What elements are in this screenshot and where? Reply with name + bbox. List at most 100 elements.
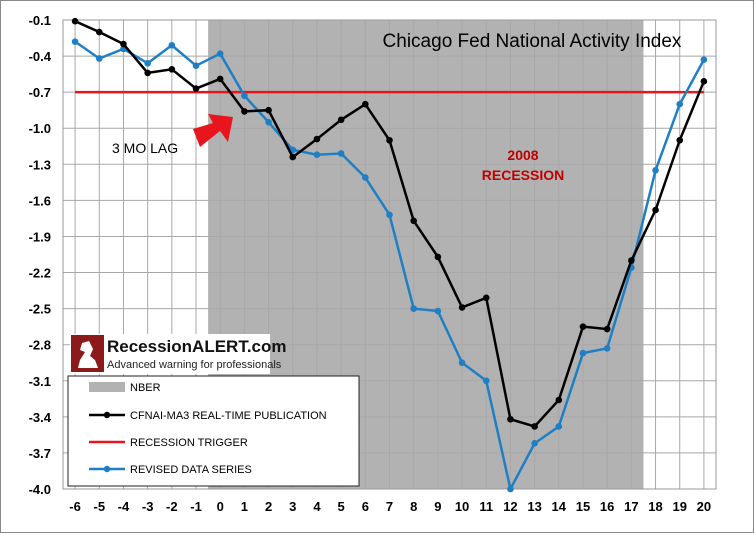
legend-label-nber: NBER (130, 382, 161, 394)
realtime-point (652, 206, 659, 214)
y-tick-label: -3.1 (29, 374, 51, 389)
revised-point (579, 349, 587, 357)
revised-point (168, 41, 176, 49)
x-tick-label: 16 (600, 499, 614, 514)
lag-annotation: 3 MO LAG (112, 140, 178, 156)
realtime-point (628, 257, 635, 264)
revised-point (362, 174, 369, 181)
y-tick-label: -3.7 (29, 446, 51, 461)
legend-marker-revised (103, 465, 111, 473)
revised-point (313, 151, 321, 158)
x-tick-label: 15 (576, 499, 590, 514)
x-tick-label: 1 (241, 499, 248, 514)
realtime-point (71, 17, 79, 25)
realtime-point (676, 136, 684, 144)
revised-point (265, 118, 272, 126)
x-tick-label: 4 (313, 499, 321, 514)
legend-label-realtime: CFNAI-MA3 REAL-TIME PUBLICATION (130, 410, 327, 422)
revised-point (700, 56, 708, 63)
x-tick-label: 11 (479, 499, 493, 514)
realtime-point (579, 323, 587, 330)
legend-marker-realtime (103, 411, 111, 419)
revised-point (216, 50, 224, 57)
realtime-point (482, 294, 490, 302)
x-tick-label: 8 (410, 499, 417, 514)
y-tick-label: -1.6 (29, 193, 51, 208)
x-tick-label: 17 (624, 499, 638, 514)
legend-label-trigger: RECESSION TRIGGER (130, 437, 248, 449)
revised-point (192, 62, 200, 69)
x-tick-label: -5 (93, 499, 105, 514)
realtime-series-points (71, 17, 708, 430)
realtime-point (241, 108, 248, 115)
x-tick-label: 18 (648, 499, 662, 514)
x-tick-label: 14 (552, 499, 567, 514)
revised-point (507, 485, 514, 493)
revised-point (410, 305, 417, 312)
realtime-point (410, 217, 417, 225)
revised-point (434, 307, 442, 315)
realtime-point (192, 85, 200, 92)
revised-point (386, 211, 393, 219)
x-tick-label: 2 (265, 499, 272, 514)
legend: NBER CFNAI-MA3 REAL-TIME PUBLICATION REC… (67, 375, 360, 487)
revised-point (337, 150, 345, 157)
revised-point (676, 100, 684, 108)
x-tick-label: 20 (697, 499, 711, 514)
x-tick-label: -1 (190, 499, 202, 514)
revised-point (458, 359, 466, 367)
x-tick-label: -4 (118, 499, 130, 514)
recession-label: RECESSION (482, 167, 564, 183)
realtime-point (168, 66, 176, 73)
x-tick-label: -3 (142, 499, 154, 514)
brand-logo: RecessionALERT.com Advanced warning for … (70, 334, 287, 374)
revised-point (652, 167, 659, 174)
y-tick-label: -2.2 (29, 266, 51, 281)
x-tick-label: -6 (69, 499, 81, 514)
realtime-point (507, 415, 514, 423)
realtime-point (434, 253, 442, 261)
realtime-point (313, 135, 321, 143)
y-tick-label: -4.0 (29, 482, 51, 497)
x-tick-label: -2 (166, 499, 178, 514)
x-tick-label: 5 (338, 499, 345, 514)
x-axis-ticks: -6 -5 -4 -3 -2 -1 0 1 2 3 4 5 6 7 8 9 10 11 12 13 14 15 16 17 18… (69, 499, 711, 514)
realtime-point (386, 136, 393, 144)
plot-frame (62, 19, 717, 490)
y-tick-label: -0.4 (29, 49, 52, 64)
revised-point (482, 377, 490, 385)
y-axis-ticks: -0.1 -0.4 -0.7 -1.0 -1.3 -1.6 -1.9 -2.2 -2.5 -2.8… (29, 13, 52, 497)
y-tick-label: -2.5 (29, 302, 51, 317)
x-tick-label: 7 (386, 499, 393, 514)
x-tick-label: 3 (289, 499, 296, 514)
realtime-point (700, 78, 708, 85)
realtime-point (265, 106, 272, 114)
revised-point (531, 440, 538, 447)
revised-point (71, 38, 79, 45)
y-tick-label: -0.7 (29, 85, 51, 100)
logo-tagline: Advanced warning for professionals (107, 359, 282, 371)
y-tick-label: -0.1 (29, 13, 51, 28)
x-tick-label: 19 (672, 499, 686, 514)
revised-point (241, 92, 248, 100)
legend-box (67, 375, 360, 487)
realtime-point (362, 100, 369, 108)
logo-brand-text: RecessionALERT.com (107, 337, 287, 356)
chart-title: Chicago Fed National Activity Index (383, 31, 682, 52)
realtime-point (603, 325, 611, 333)
x-tick-label: 12 (503, 499, 517, 514)
realtime-point (555, 396, 563, 404)
y-tick-label: -1.9 (29, 229, 51, 244)
revised-point (95, 55, 103, 62)
gridlines (63, 19, 716, 490)
realtime-point (531, 423, 538, 430)
x-tick-label: 9 (434, 499, 441, 514)
revised-point (144, 59, 151, 67)
knight-silhouette-icon (78, 341, 98, 368)
legend-label-revised: REVISED DATA SERIES (130, 464, 252, 476)
realtime-point (337, 116, 345, 124)
recession-year-label: 2008 (507, 147, 538, 163)
legend-swatch-nber (89, 382, 125, 392)
y-tick-label: -3.4 (29, 410, 52, 425)
